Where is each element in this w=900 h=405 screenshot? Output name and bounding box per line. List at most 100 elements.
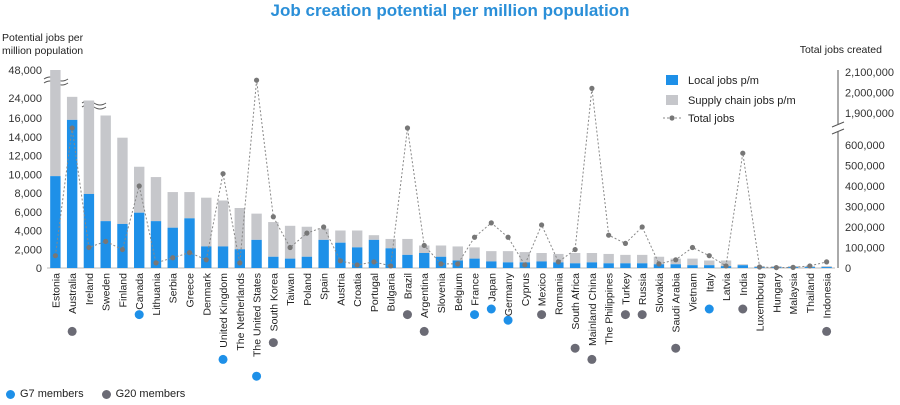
total-jobs-point	[756, 264, 763, 270]
left-tick-label: 14,000	[8, 132, 42, 144]
left-tick-label: 10,000	[8, 169, 42, 181]
category-label: The United States	[252, 273, 264, 357]
local-jobs-bar	[184, 218, 195, 268]
total-jobs-line	[54, 80, 827, 269]
category-label: Poland	[302, 273, 314, 306]
right-axis-label: Total jobs created	[799, 44, 882, 56]
category-label: Cyprus	[520, 273, 532, 306]
local-jobs-bar	[586, 262, 598, 268]
category-label: Spain	[319, 273, 331, 300]
left-axis-label-line2: million population	[2, 45, 84, 57]
supply-chain-bar	[217, 200, 229, 247]
local-jobs-bar	[284, 258, 296, 268]
category-label: Argentina	[419, 273, 431, 318]
local-jobs-bar	[569, 263, 581, 268]
total-jobs-point	[471, 234, 478, 240]
total-jobs-point	[371, 259, 377, 265]
local-jobs-bar	[150, 221, 162, 268]
category-label: The Philippines	[604, 273, 616, 345]
total-jobs-point	[723, 263, 729, 269]
local-jobs-bar	[620, 263, 631, 268]
category-label: Russia	[637, 273, 649, 305]
supply-chain-bar	[50, 70, 61, 177]
total-jobs-point	[119, 246, 126, 253]
g7-marker	[218, 354, 228, 364]
total-jobs-point	[824, 259, 830, 265]
supply-chain-bar	[419, 245, 430, 253]
g7-legend-item: G7 members	[6, 388, 84, 400]
total-jobs-point	[673, 257, 679, 263]
legend-supply-label: Supply chain jobs p/m	[688, 95, 796, 107]
g20-marker	[587, 354, 597, 364]
supply-chain-bar	[586, 253, 598, 263]
total-jobs-point	[203, 257, 209, 263]
local-jobs-bar	[687, 265, 698, 268]
total-jobs-point	[438, 261, 444, 267]
total-jobs-point	[639, 224, 645, 230]
local-jobs-bar	[821, 267, 832, 268]
g20-marker	[570, 343, 580, 353]
total-jobs-point	[321, 224, 327, 230]
legend-total-marker	[669, 115, 675, 121]
total-jobs-point	[270, 214, 276, 220]
local-jobs-bar	[486, 261, 497, 268]
category-label: Mexico	[537, 273, 549, 306]
g20-marker	[67, 326, 77, 336]
left-tick-label: 0	[36, 263, 42, 275]
total-jobs-point	[488, 220, 494, 226]
local-jobs-bar	[351, 247, 363, 268]
total-jobs-point	[287, 244, 293, 251]
right-tick-label: 2,100,000	[845, 67, 894, 79]
category-label: Slovakia	[654, 273, 666, 313]
total-jobs-point	[354, 262, 360, 268]
local-jobs-bar	[704, 265, 715, 268]
total-jobs-point	[388, 263, 394, 269]
supply-chain-bar	[335, 230, 346, 243]
total-jobs-point	[589, 85, 595, 91]
local-jobs-bar	[251, 239, 262, 268]
supply-chain-bar	[368, 235, 380, 240]
category-label: Taiwan	[285, 273, 297, 306]
total-jobs-point	[52, 253, 58, 259]
total-jobs-point	[572, 246, 578, 253]
total-jobs-point	[807, 263, 813, 269]
right-axis-break	[831, 121, 845, 135]
total-jobs-point	[337, 258, 344, 264]
supply-chain-bar	[167, 192, 178, 228]
category-label: Belgium	[453, 273, 465, 311]
left-tick-label: 2,000	[14, 244, 42, 256]
local-jobs-bar	[117, 223, 128, 268]
right-tick-label: 100,000	[845, 243, 885, 255]
supply-chain-bar	[402, 238, 413, 255]
total-jobs-point	[186, 250, 193, 256]
supply-chain-bar	[134, 166, 145, 213]
left-tick-label: 48,000	[8, 65, 42, 77]
membership-legend: G7 members G20 members	[6, 388, 185, 400]
right-tick-label: 300,000	[845, 202, 885, 214]
total-jobs-point	[253, 77, 260, 83]
supply-chain-bar	[351, 230, 363, 248]
g20-legend-item: G20 members	[101, 388, 185, 400]
g7-marker	[486, 304, 496, 314]
category-label: Bulgaria	[386, 273, 398, 312]
total-jobs-point	[421, 242, 427, 249]
left-tick-label: 24,000	[8, 93, 42, 105]
total-jobs-point	[538, 222, 545, 228]
category-label: Lithuania	[151, 273, 163, 316]
supply-chain-bar	[737, 264, 748, 266]
right-tick-label: 500,000	[845, 161, 885, 173]
total-jobs-point	[220, 171, 226, 177]
total-jobs-point	[555, 259, 561, 265]
total-jobs-point	[304, 230, 310, 236]
local-jobs-bar	[670, 264, 681, 268]
g7-marker	[252, 371, 262, 381]
g20-marker	[268, 338, 278, 348]
total-jobs-point	[656, 261, 662, 267]
legend-supply-swatch	[666, 95, 678, 105]
total-jobs-point	[86, 244, 92, 251]
g7-dot-icon	[6, 389, 15, 399]
supply-chain-bar	[569, 253, 581, 264]
total-jobs-point	[505, 234, 511, 240]
local-jobs-bar	[737, 265, 748, 268]
